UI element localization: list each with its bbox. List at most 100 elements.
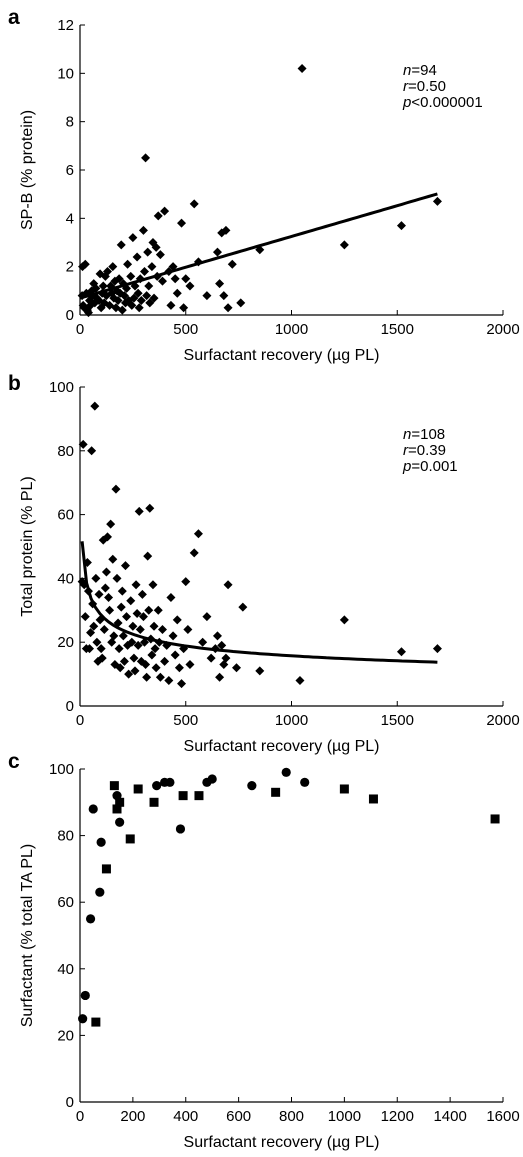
data-point [181,274,191,284]
data-point [221,653,231,663]
data-point-square [490,814,500,824]
data-point-square [115,797,125,807]
data-point [99,624,109,634]
data-point-circle [300,777,310,787]
data-point [255,666,265,676]
data-point [160,206,170,216]
data-point [111,484,121,494]
x-tick-label: 1000 [275,712,308,729]
data-point [198,637,208,647]
data-point-circle [115,817,125,827]
data-point [85,644,95,654]
x-tick-label: 1400 [433,1108,466,1125]
data-point [113,296,123,305]
y-tick-label: 100 [49,761,74,778]
data-point [215,672,225,682]
data-point [104,593,114,603]
data-point [140,267,150,276]
data-point [206,653,216,663]
data-point [219,291,229,301]
data-point [189,548,199,558]
y-tick-label: 60 [57,894,74,911]
x-tick-label: 200 [120,1108,145,1125]
y-tick-label: 0 [66,1094,74,1111]
data-point [114,644,124,654]
data-point [432,196,442,206]
data-point [396,221,406,231]
data-point-circle [85,914,96,924]
data-point [83,308,93,318]
data-point-circle [165,777,175,787]
data-point [155,250,165,260]
data-point-square [368,794,378,804]
data-point-square [178,791,188,801]
data-point [149,621,159,631]
data-point [129,653,139,663]
data-point [132,608,142,618]
data-point [80,612,90,622]
data-point-circle [207,774,217,784]
data-point [172,288,182,298]
data-point [94,589,104,599]
data-point [221,225,231,235]
data-point [185,660,195,670]
y-tick-label: 100 [49,379,74,396]
y-tick-label: 40 [57,961,74,978]
data-point [80,259,90,269]
data-point [227,259,237,269]
data-point-circle [281,767,291,777]
data-point [126,271,136,281]
data-point [202,612,212,622]
data-point [92,637,102,647]
data-point-circle [96,837,106,847]
x-axis-label: Surfactant recovery (µg PL) [184,347,380,364]
y-tick-label: 80 [57,443,74,460]
data-point [119,291,129,301]
data-point [189,199,199,209]
x-tick-label: 1200 [381,1108,414,1125]
data-point [170,274,180,284]
data-point [129,293,139,303]
y-tick-label: 80 [57,828,74,845]
y-tick-label: 40 [57,570,74,587]
data-point [236,298,246,308]
data-point [108,554,118,564]
data-point-circle [88,804,98,814]
data-point [122,612,132,622]
data-point [179,303,189,313]
data-point [150,644,160,654]
y-tick-label: 2 [66,259,74,276]
data-point [155,672,165,682]
data-point [143,551,153,561]
data-point [142,672,152,682]
x-tick-label: 2000 [486,321,519,338]
data-point [127,637,137,647]
data-point [166,300,176,310]
data-point [90,401,100,411]
data-point-square [109,781,119,791]
data-point [102,267,112,276]
data-point-circle [247,781,257,791]
data-point [193,529,203,539]
data-point [108,262,118,272]
data-point [132,252,142,262]
data-point [137,589,147,599]
x-tick-label: 1500 [381,321,414,338]
x-tick-label: 400 [173,1108,198,1125]
y-axis-label: Total protein (% PL) [19,476,36,617]
x-tick-label: 1500 [381,712,414,729]
data-point-square [271,787,281,797]
data-point [202,291,212,301]
regression-line [80,541,438,664]
data-point [138,225,148,235]
data-point [117,586,127,596]
data-point [105,605,115,615]
data-point-circle [175,824,186,834]
data-point [217,640,227,650]
regression-line [79,192,438,300]
data-point [223,580,233,590]
x-tick-label: 1000 [275,321,308,338]
y-tick-label: 0 [66,698,74,715]
data-point [98,281,108,291]
